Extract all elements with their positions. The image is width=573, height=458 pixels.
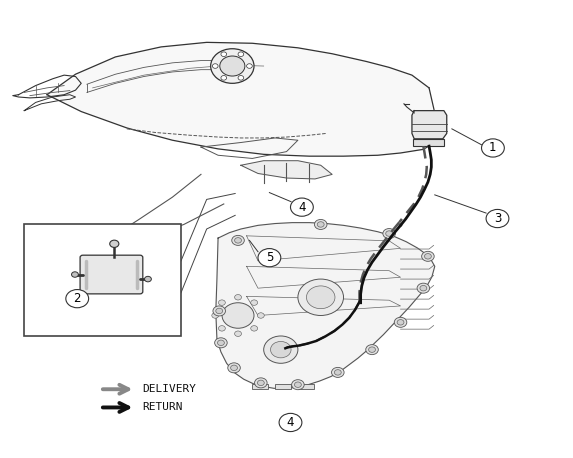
Circle shape xyxy=(486,209,509,228)
Circle shape xyxy=(231,235,244,245)
Circle shape xyxy=(366,344,378,354)
Circle shape xyxy=(220,56,245,76)
Circle shape xyxy=(238,52,244,56)
Polygon shape xyxy=(216,223,435,388)
Text: 3: 3 xyxy=(494,212,501,225)
Bar xyxy=(252,384,268,389)
Polygon shape xyxy=(241,161,332,179)
Circle shape xyxy=(254,378,267,388)
Circle shape xyxy=(234,238,241,243)
Circle shape xyxy=(394,317,407,327)
Circle shape xyxy=(279,414,302,431)
Circle shape xyxy=(422,251,434,262)
Bar xyxy=(24,224,181,336)
Circle shape xyxy=(66,289,89,308)
Circle shape xyxy=(212,313,219,318)
Circle shape xyxy=(221,52,227,56)
Circle shape xyxy=(216,308,223,314)
Circle shape xyxy=(258,249,281,267)
Circle shape xyxy=(215,338,227,348)
Polygon shape xyxy=(412,111,447,139)
Circle shape xyxy=(270,342,291,358)
Circle shape xyxy=(368,347,375,352)
Circle shape xyxy=(257,313,264,318)
Text: 5: 5 xyxy=(266,251,273,264)
Circle shape xyxy=(213,306,226,316)
Text: RETURN: RETURN xyxy=(142,403,183,413)
Circle shape xyxy=(234,294,241,300)
Circle shape xyxy=(397,320,404,325)
Circle shape xyxy=(246,64,252,68)
Circle shape xyxy=(417,283,430,293)
Text: 1: 1 xyxy=(489,142,497,154)
Circle shape xyxy=(72,272,79,277)
Circle shape xyxy=(238,76,244,80)
Circle shape xyxy=(291,198,313,216)
Text: 4: 4 xyxy=(286,416,295,429)
Bar xyxy=(413,139,444,146)
Circle shape xyxy=(264,336,298,363)
Circle shape xyxy=(425,254,431,259)
Polygon shape xyxy=(47,42,435,156)
Circle shape xyxy=(307,286,335,309)
Circle shape xyxy=(144,276,151,282)
Circle shape xyxy=(298,279,344,316)
Bar xyxy=(275,384,291,389)
Circle shape xyxy=(295,382,301,387)
Circle shape xyxy=(230,365,237,371)
Text: 2: 2 xyxy=(73,292,81,305)
Circle shape xyxy=(222,303,254,328)
Circle shape xyxy=(251,326,258,331)
Circle shape xyxy=(481,139,504,157)
Circle shape xyxy=(332,367,344,377)
Circle shape xyxy=(213,64,218,68)
Circle shape xyxy=(251,300,258,305)
FancyBboxPatch shape xyxy=(80,255,143,294)
Circle shape xyxy=(218,300,225,305)
Bar xyxy=(298,384,314,389)
Circle shape xyxy=(234,331,241,337)
Circle shape xyxy=(211,49,254,83)
Circle shape xyxy=(335,370,342,375)
Circle shape xyxy=(218,340,225,345)
Text: 4: 4 xyxy=(298,201,305,213)
Circle shape xyxy=(315,219,327,229)
Circle shape xyxy=(292,380,304,390)
Circle shape xyxy=(221,76,227,80)
Circle shape xyxy=(317,222,324,227)
Circle shape xyxy=(257,380,264,386)
Circle shape xyxy=(420,285,427,291)
Text: DELIVERY: DELIVERY xyxy=(142,384,196,394)
Circle shape xyxy=(227,363,240,373)
Circle shape xyxy=(110,240,119,247)
Circle shape xyxy=(218,326,225,331)
Circle shape xyxy=(383,229,395,239)
Circle shape xyxy=(386,231,393,236)
